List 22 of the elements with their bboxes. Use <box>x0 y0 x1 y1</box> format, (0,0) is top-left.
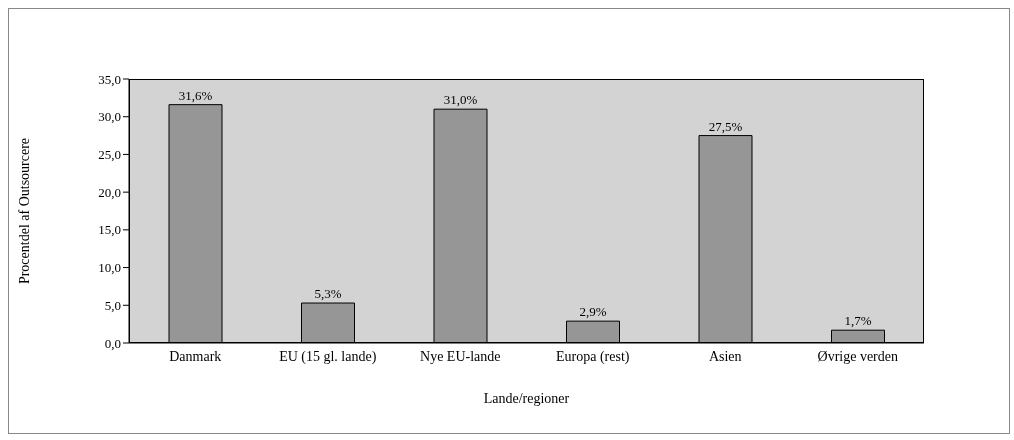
data-label: 31,0% <box>443 92 478 108</box>
y-tick-label: 5,0 <box>104 297 121 313</box>
x-axis-title: Lande/regioner <box>483 391 570 406</box>
data-label: 5,3% <box>314 286 342 302</box>
data-label: 31,6% <box>178 87 213 103</box>
data-label: 27,5% <box>708 118 743 134</box>
data-label: 1,7% <box>844 313 872 329</box>
y-tick-label: 10,0 <box>98 260 121 276</box>
y-tick-label: 25,0 <box>98 147 121 163</box>
x-tick-label: Danmark <box>169 348 222 364</box>
y-axis-title: Procentdel af Outsourcere <box>16 137 32 285</box>
y-tick-label: 30,0 <box>98 109 121 125</box>
data-label: 2,9% <box>579 304 607 320</box>
x-tick-label: Øvrige verden <box>817 348 898 364</box>
x-tick-label: Asien <box>708 348 742 364</box>
x-tick-label: Nye EU-lande <box>420 348 501 364</box>
x-tick-label: EU (15 gl. lande) <box>279 348 377 365</box>
y-tick-label: 20,0 <box>98 184 121 200</box>
y-tick-label: 15,0 <box>98 222 121 238</box>
y-tick-label: 35,0 <box>98 71 121 87</box>
x-tick-label: Europa (rest) <box>556 348 630 365</box>
y-tick-label: 0,0 <box>104 335 121 351</box>
